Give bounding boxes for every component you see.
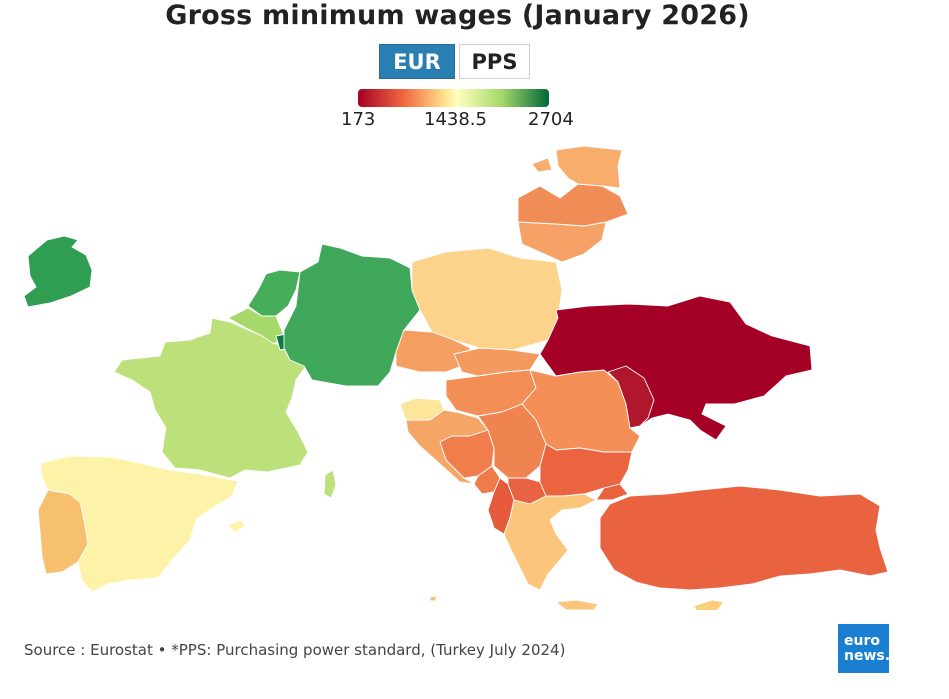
page-title: Gross minimum wages (January 2026) bbox=[165, 0, 750, 31]
source-note: Source : Eurostat • *PPS: Purchasing pow… bbox=[24, 641, 566, 659]
eur-toggle-button[interactable]: EUR bbox=[379, 44, 455, 79]
euronews-logo: euro news. bbox=[838, 624, 890, 673]
legend-min-label: 173 bbox=[341, 109, 376, 130]
country-czechia[interactable] bbox=[395, 329, 471, 373]
country-moldova[interactable] bbox=[607, 365, 655, 429]
color-scale-legend bbox=[358, 89, 549, 107]
country-spain-balearic[interactable] bbox=[227, 519, 247, 533]
country-malta[interactable] bbox=[429, 595, 437, 602]
country-greece[interactable] bbox=[503, 493, 597, 591]
country-ireland[interactable] bbox=[23, 235, 93, 308]
country-serbia[interactable] bbox=[477, 403, 547, 479]
country-cyprus[interactable] bbox=[693, 599, 725, 610]
country-greece-crete[interactable] bbox=[555, 599, 599, 610]
country-estonia[interactable] bbox=[555, 145, 623, 189]
country-netherlands[interactable] bbox=[247, 269, 301, 317]
country-latvia[interactable] bbox=[517, 183, 629, 227]
country-turkey-thrace[interactable] bbox=[595, 483, 629, 501]
country-france-corsica[interactable] bbox=[323, 469, 337, 499]
pps-toggle-button[interactable]: PPS bbox=[459, 44, 530, 79]
country-turkey[interactable] bbox=[599, 485, 889, 591]
legend-mid-label: 1438.5 bbox=[424, 109, 487, 130]
country-lithuania[interactable] bbox=[517, 221, 607, 263]
europe-map bbox=[23, 145, 889, 610]
country-portugal[interactable] bbox=[37, 489, 89, 575]
country-ukraine[interactable] bbox=[539, 295, 813, 441]
country-germany[interactable] bbox=[283, 243, 421, 387]
country-estonia-island[interactable] bbox=[531, 157, 553, 173]
legend-max-label: 2704 bbox=[528, 109, 574, 130]
